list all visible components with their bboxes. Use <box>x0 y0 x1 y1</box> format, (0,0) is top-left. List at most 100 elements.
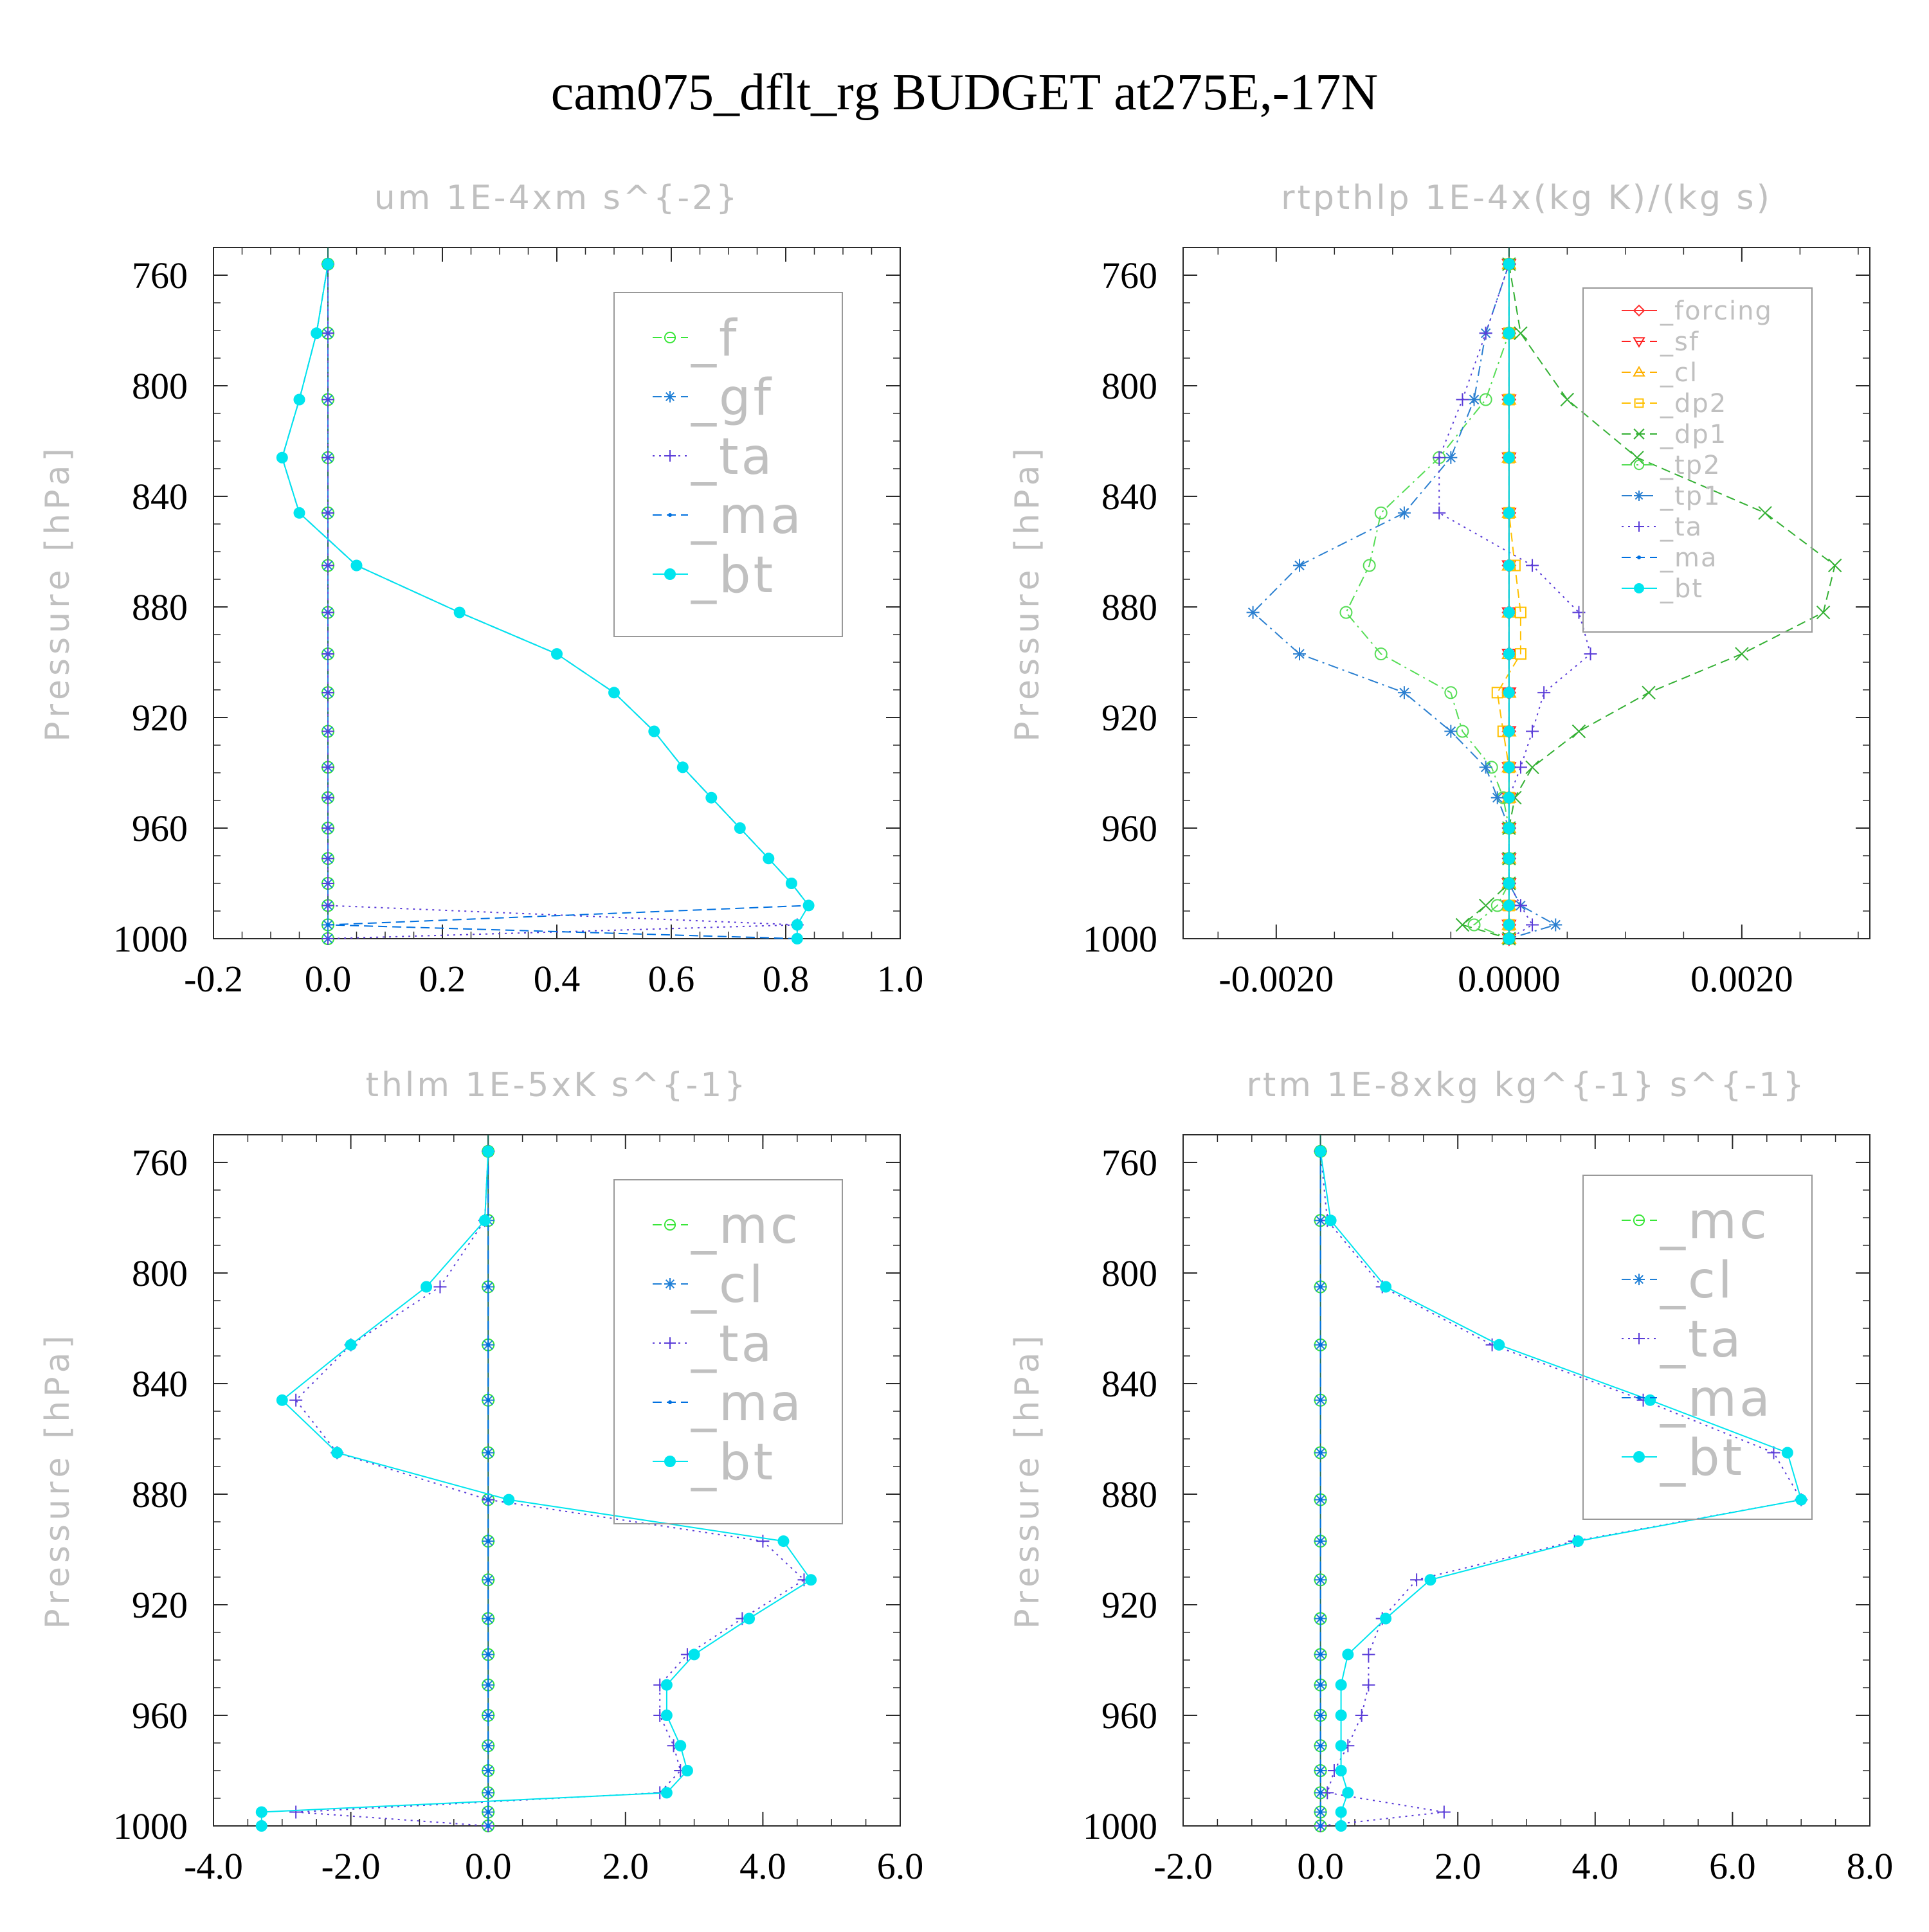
y-tick-label: 960 <box>1101 1695 1157 1737</box>
data-point <box>322 647 334 661</box>
data-point <box>1490 899 1504 912</box>
legend-box <box>613 1179 843 1524</box>
legend-label: _ta <box>691 428 774 486</box>
data-point <box>1525 760 1539 775</box>
legend-marker <box>1634 398 1644 408</box>
data-point <box>648 725 660 737</box>
y-tick-label: 760 <box>1101 255 1157 296</box>
data-point <box>345 1339 357 1351</box>
plot-frame <box>213 247 901 939</box>
data-point <box>681 1765 693 1776</box>
legend-label: _ta <box>1660 512 1703 542</box>
data-point <box>1437 1805 1451 1819</box>
y-tick-label: 920 <box>1101 1584 1157 1626</box>
data-point <box>486 1791 491 1795</box>
data-point <box>802 899 815 912</box>
data-point <box>486 1497 491 1502</box>
data-point <box>289 1393 303 1407</box>
data-point <box>1479 761 1492 774</box>
y-tick-label: 880 <box>132 586 188 628</box>
y-axis-label: Pressure [hPa] <box>1008 1332 1047 1629</box>
legend-marker <box>664 568 676 580</box>
legend-marker <box>668 513 672 517</box>
y-tick-label: 1000 <box>113 1805 188 1847</box>
legend: _mc_cl_ta_ma_bt <box>613 1179 843 1524</box>
data-point <box>1630 451 1644 465</box>
legend-marker <box>1633 1451 1645 1463</box>
legend-label: _cl <box>691 1256 766 1314</box>
data-point <box>551 648 563 660</box>
legend-label: _gf <box>691 369 774 427</box>
data-point <box>1493 1339 1505 1351</box>
data-point <box>1318 1824 1323 1828</box>
x-tick-label: 4.0 <box>1572 1845 1619 1887</box>
data-point <box>1318 1450 1323 1455</box>
data-point <box>1380 1281 1392 1293</box>
data-point <box>1363 559 1376 572</box>
x-tick-label: 0.0020 <box>1690 958 1793 1000</box>
data-point <box>1456 393 1469 406</box>
data-point <box>1503 327 1515 339</box>
data-point <box>1318 1539 1323 1544</box>
data-point <box>1424 1574 1436 1586</box>
data-point <box>763 853 775 865</box>
data-point <box>1795 1494 1807 1506</box>
data-point <box>660 1787 673 1799</box>
data-point <box>1433 506 1446 519</box>
data-point <box>1335 1765 1347 1776</box>
data-point <box>1318 1744 1323 1748</box>
legend-label: _forcing <box>1660 296 1773 326</box>
y-tick-label: 880 <box>1101 586 1157 628</box>
legend-label: _cl <box>1660 358 1698 388</box>
legend-label: _cl <box>1660 1252 1735 1310</box>
chart-panels: um 1E-4xm s^{-2} Pressure [hPa] 760 800 840 8… <box>39 179 1893 1887</box>
y-tick-label: 840 <box>1101 1363 1157 1405</box>
data-point <box>1410 1573 1424 1587</box>
data-point <box>1503 606 1515 618</box>
data-point <box>1490 791 1504 804</box>
series-tp2 <box>1339 257 1516 945</box>
data-point <box>1335 1820 1347 1832</box>
x-tick-label: 1.0 <box>877 958 924 1000</box>
data-point <box>1758 506 1772 520</box>
data-point <box>1335 1710 1347 1721</box>
plot-frame <box>1182 247 1870 939</box>
data-point <box>1342 1648 1354 1661</box>
data-point <box>1321 1786 1334 1800</box>
y-tick-label: 800 <box>132 365 188 407</box>
legend-marker <box>1633 428 1645 440</box>
legend-label: _bt <box>691 546 775 604</box>
y-tick-label: 920 <box>132 697 188 739</box>
series-bt <box>1503 258 1515 944</box>
data-point <box>1514 326 1528 341</box>
data-point <box>1526 725 1539 738</box>
data-point <box>322 761 334 774</box>
data-point <box>1503 878 1515 889</box>
x-tick-label: 2.0 <box>1435 1845 1481 1887</box>
x-tick-label: 0.0 <box>1297 1845 1344 1887</box>
data-point <box>791 919 803 931</box>
data-point <box>322 393 334 406</box>
data-point <box>289 1805 303 1819</box>
x-tick-label: 6.0 <box>877 1845 924 1887</box>
data-point <box>1314 1145 1327 1157</box>
series-line <box>1252 264 1557 939</box>
data-point <box>660 1710 673 1721</box>
y-tick-label: 880 <box>132 1474 188 1515</box>
data-point <box>1362 1678 1375 1692</box>
data-point <box>1397 506 1411 519</box>
legend-box <box>613 292 843 637</box>
data-point <box>322 686 334 700</box>
data-point <box>1318 1398 1323 1402</box>
data-point <box>660 1679 673 1691</box>
y-tick-label: 760 <box>132 255 188 296</box>
data-point <box>1318 1616 1323 1621</box>
y-tick-label: 920 <box>1101 697 1157 739</box>
data-point <box>1572 1535 1584 1548</box>
data-point <box>734 822 746 834</box>
y-axis-label: Pressure [hPa] <box>1008 444 1047 742</box>
data-point <box>486 1450 491 1455</box>
series-bt <box>276 258 815 944</box>
data-point <box>486 1616 491 1621</box>
